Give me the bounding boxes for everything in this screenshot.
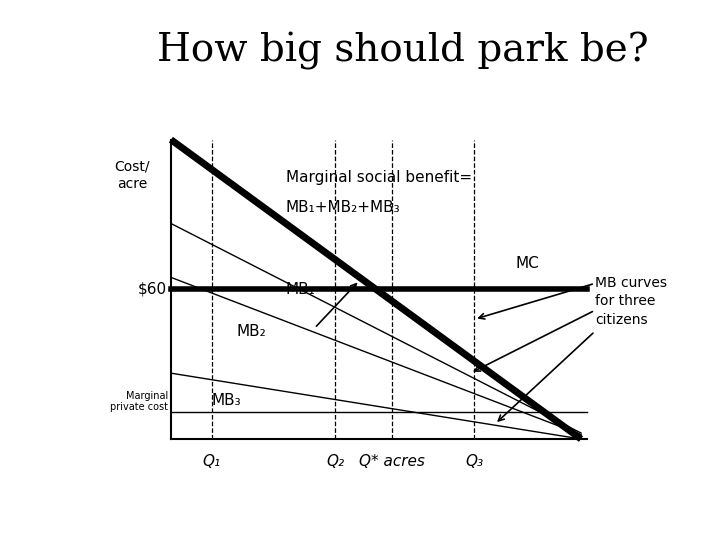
Text: Marginal social benefit=: Marginal social benefit= [286, 170, 472, 185]
Text: MB₃: MB₃ [212, 393, 241, 408]
Text: Q₃: Q₃ [465, 454, 483, 469]
Text: MC: MC [516, 255, 539, 271]
Text: How big should park be?: How big should park be? [158, 32, 649, 70]
Text: Marginal
private cost: Marginal private cost [110, 391, 168, 413]
Text: Q* acres: Q* acres [359, 454, 426, 469]
Text: $60: $60 [138, 282, 166, 297]
Text: MB₂: MB₂ [237, 324, 266, 339]
Text: MB₁: MB₁ [286, 282, 315, 297]
Text: MB₁+MB₂+MB₃: MB₁+MB₂+MB₃ [286, 199, 400, 214]
Text: MB curves
for three
citizens: MB curves for three citizens [595, 276, 667, 327]
Text: Cost/
acre: Cost/ acre [114, 160, 150, 191]
Text: Q₂: Q₂ [326, 454, 344, 469]
Text: Q₁: Q₁ [203, 454, 221, 469]
